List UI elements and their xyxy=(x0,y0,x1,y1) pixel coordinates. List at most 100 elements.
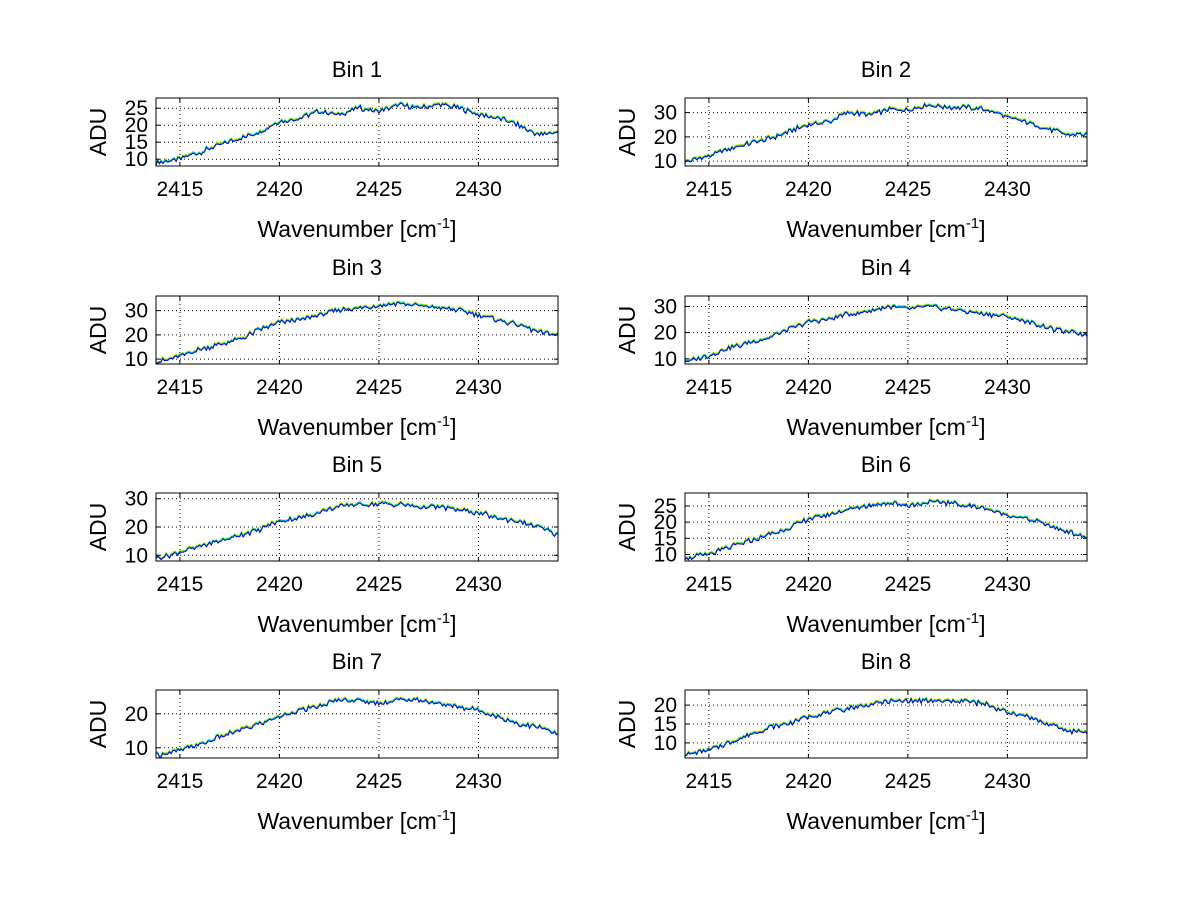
subplot-title: Bin 4 xyxy=(861,255,911,280)
x-tick-label: 2430 xyxy=(455,573,502,596)
x-tick-label: 2425 xyxy=(356,770,403,793)
x-axis-label-superscript: -1 xyxy=(966,215,979,232)
y-tick-label: 20 xyxy=(654,322,677,345)
series-line-4 xyxy=(155,301,559,364)
x-axis-label-main: Wavenumber [cm xyxy=(257,414,436,440)
series-line-4 xyxy=(684,304,1088,363)
axes-box xyxy=(155,689,559,759)
y-tick-label: 20 xyxy=(125,703,148,726)
subplot-title: Bin 2 xyxy=(861,57,911,82)
x-tick-label: 2425 xyxy=(356,376,403,399)
x-axis-label-main: Wavenumber [cm xyxy=(786,808,965,834)
axes-box xyxy=(684,492,1088,562)
x-axis-label: Wavenumber [cm-1] xyxy=(786,807,985,834)
x-axis-label-tail: ] xyxy=(450,216,456,242)
x-axis-label-superscript: -1 xyxy=(437,610,450,627)
x-axis-label-main: Wavenumber [cm xyxy=(786,414,965,440)
series-line-1 xyxy=(684,695,1088,755)
axes-box xyxy=(155,97,559,167)
x-tick-label: 2415 xyxy=(686,770,733,793)
x-tick-label: 2420 xyxy=(256,770,303,793)
subplot-title: Bin 6 xyxy=(861,452,911,477)
x-axis-label: Wavenumber [cm-1] xyxy=(257,807,456,834)
y-tick-label: 20 xyxy=(654,694,677,717)
y-axis-label: ADU xyxy=(85,503,111,552)
series-line-4 xyxy=(155,102,559,166)
y-tick-label: 20 xyxy=(125,516,148,539)
x-axis-label: Wavenumber [cm-1] xyxy=(257,215,456,242)
x-tick-label: 2430 xyxy=(455,770,502,793)
x-axis-label-tail: ] xyxy=(450,611,456,637)
y-tick-label: 30 xyxy=(125,488,148,511)
x-axis-label-tail: ] xyxy=(979,808,985,834)
y-tick-label: 10 xyxy=(125,737,148,760)
subplot-title: Bin 7 xyxy=(332,649,382,674)
x-tick-label: 2430 xyxy=(984,573,1031,596)
x-tick-label: 2425 xyxy=(356,573,403,596)
y-tick-label: 15 xyxy=(654,527,677,550)
x-tick-label: 2420 xyxy=(256,573,303,596)
x-axis-label-tail: ] xyxy=(979,216,985,242)
subplot-bin-7: Bin 7 2415 2420 2425 2430 10 20 ADU Wavenumber [… xyxy=(85,649,559,834)
y-tick-label: 10 xyxy=(125,348,148,371)
x-axis-label-superscript: -1 xyxy=(966,413,979,430)
x-axis-label-superscript: -1 xyxy=(966,807,979,824)
subplot-bin-5: Bin 5 2415 2420 2425 2430 10 20 30 ADU Wavenumber… xyxy=(85,452,559,637)
x-tick-label: 2430 xyxy=(984,178,1031,201)
x-tick-label: 2415 xyxy=(686,573,733,596)
subplot-title: Bin 3 xyxy=(332,255,382,280)
y-tick-label: 10 xyxy=(125,544,148,567)
y-tick-label: 20 xyxy=(125,114,148,137)
y-tick-label: 20 xyxy=(654,126,677,149)
y-axis-label: ADU xyxy=(85,108,111,157)
series-line-1 xyxy=(684,101,1088,162)
x-tick-label: 2420 xyxy=(256,178,303,201)
x-tick-label: 2425 xyxy=(356,178,403,201)
x-tick-label: 2415 xyxy=(686,376,733,399)
x-axis-label-tail: ] xyxy=(450,414,456,440)
y-tick-label: 25 xyxy=(654,495,677,518)
axes-box xyxy=(684,97,1088,167)
y-axis-label: ADU xyxy=(85,700,111,749)
x-axis-label-tail: ] xyxy=(979,414,985,440)
x-tick-label: 2425 xyxy=(885,178,932,201)
y-axis-label: ADU xyxy=(614,108,640,157)
x-tick-label: 2430 xyxy=(984,770,1031,793)
x-tick-label: 2425 xyxy=(885,573,932,596)
y-tick-label: 10 xyxy=(654,348,677,371)
y-tick-label: 30 xyxy=(654,296,677,319)
y-tick-label: 10 xyxy=(654,544,677,567)
y-axis-label: ADU xyxy=(614,306,640,355)
x-tick-label: 2420 xyxy=(256,376,303,399)
x-tick-label: 2420 xyxy=(785,376,832,399)
x-axis-label-main: Wavenumber [cm xyxy=(257,611,436,637)
series-line-1 xyxy=(155,300,559,363)
y-tick-label: 15 xyxy=(654,713,677,736)
x-axis-label-superscript: -1 xyxy=(437,413,450,430)
x-axis-label-superscript: -1 xyxy=(966,610,979,627)
x-tick-label: 2415 xyxy=(157,376,204,399)
y-tick-label: 20 xyxy=(654,511,677,534)
subplot-title: Bin 8 xyxy=(861,649,911,674)
series-line-4 xyxy=(684,499,1088,561)
axes-box xyxy=(684,295,1088,365)
y-tick-label: 30 xyxy=(654,102,677,125)
x-axis-label-main: Wavenumber [cm xyxy=(786,611,965,637)
y-tick-label: 20 xyxy=(125,324,148,347)
y-tick-label: 10 xyxy=(654,732,677,755)
x-tick-label: 2425 xyxy=(885,376,932,399)
subplot-bin-4: Bin 4 2415 2420 2425 2430 10 20 30 ADU Wavenumber… xyxy=(614,255,1088,440)
axes-box xyxy=(155,295,559,365)
x-axis-label: Wavenumber [cm-1] xyxy=(786,610,985,637)
series-line-4 xyxy=(155,697,559,758)
subplot-title: Bin 5 xyxy=(332,452,382,477)
x-axis-label-main: Wavenumber [cm xyxy=(786,216,965,242)
y-axis-label: ADU xyxy=(85,306,111,355)
x-axis-label: Wavenumber [cm-1] xyxy=(257,413,456,440)
x-axis-label: Wavenumber [cm-1] xyxy=(786,215,985,242)
x-axis-label-tail: ] xyxy=(979,611,985,637)
